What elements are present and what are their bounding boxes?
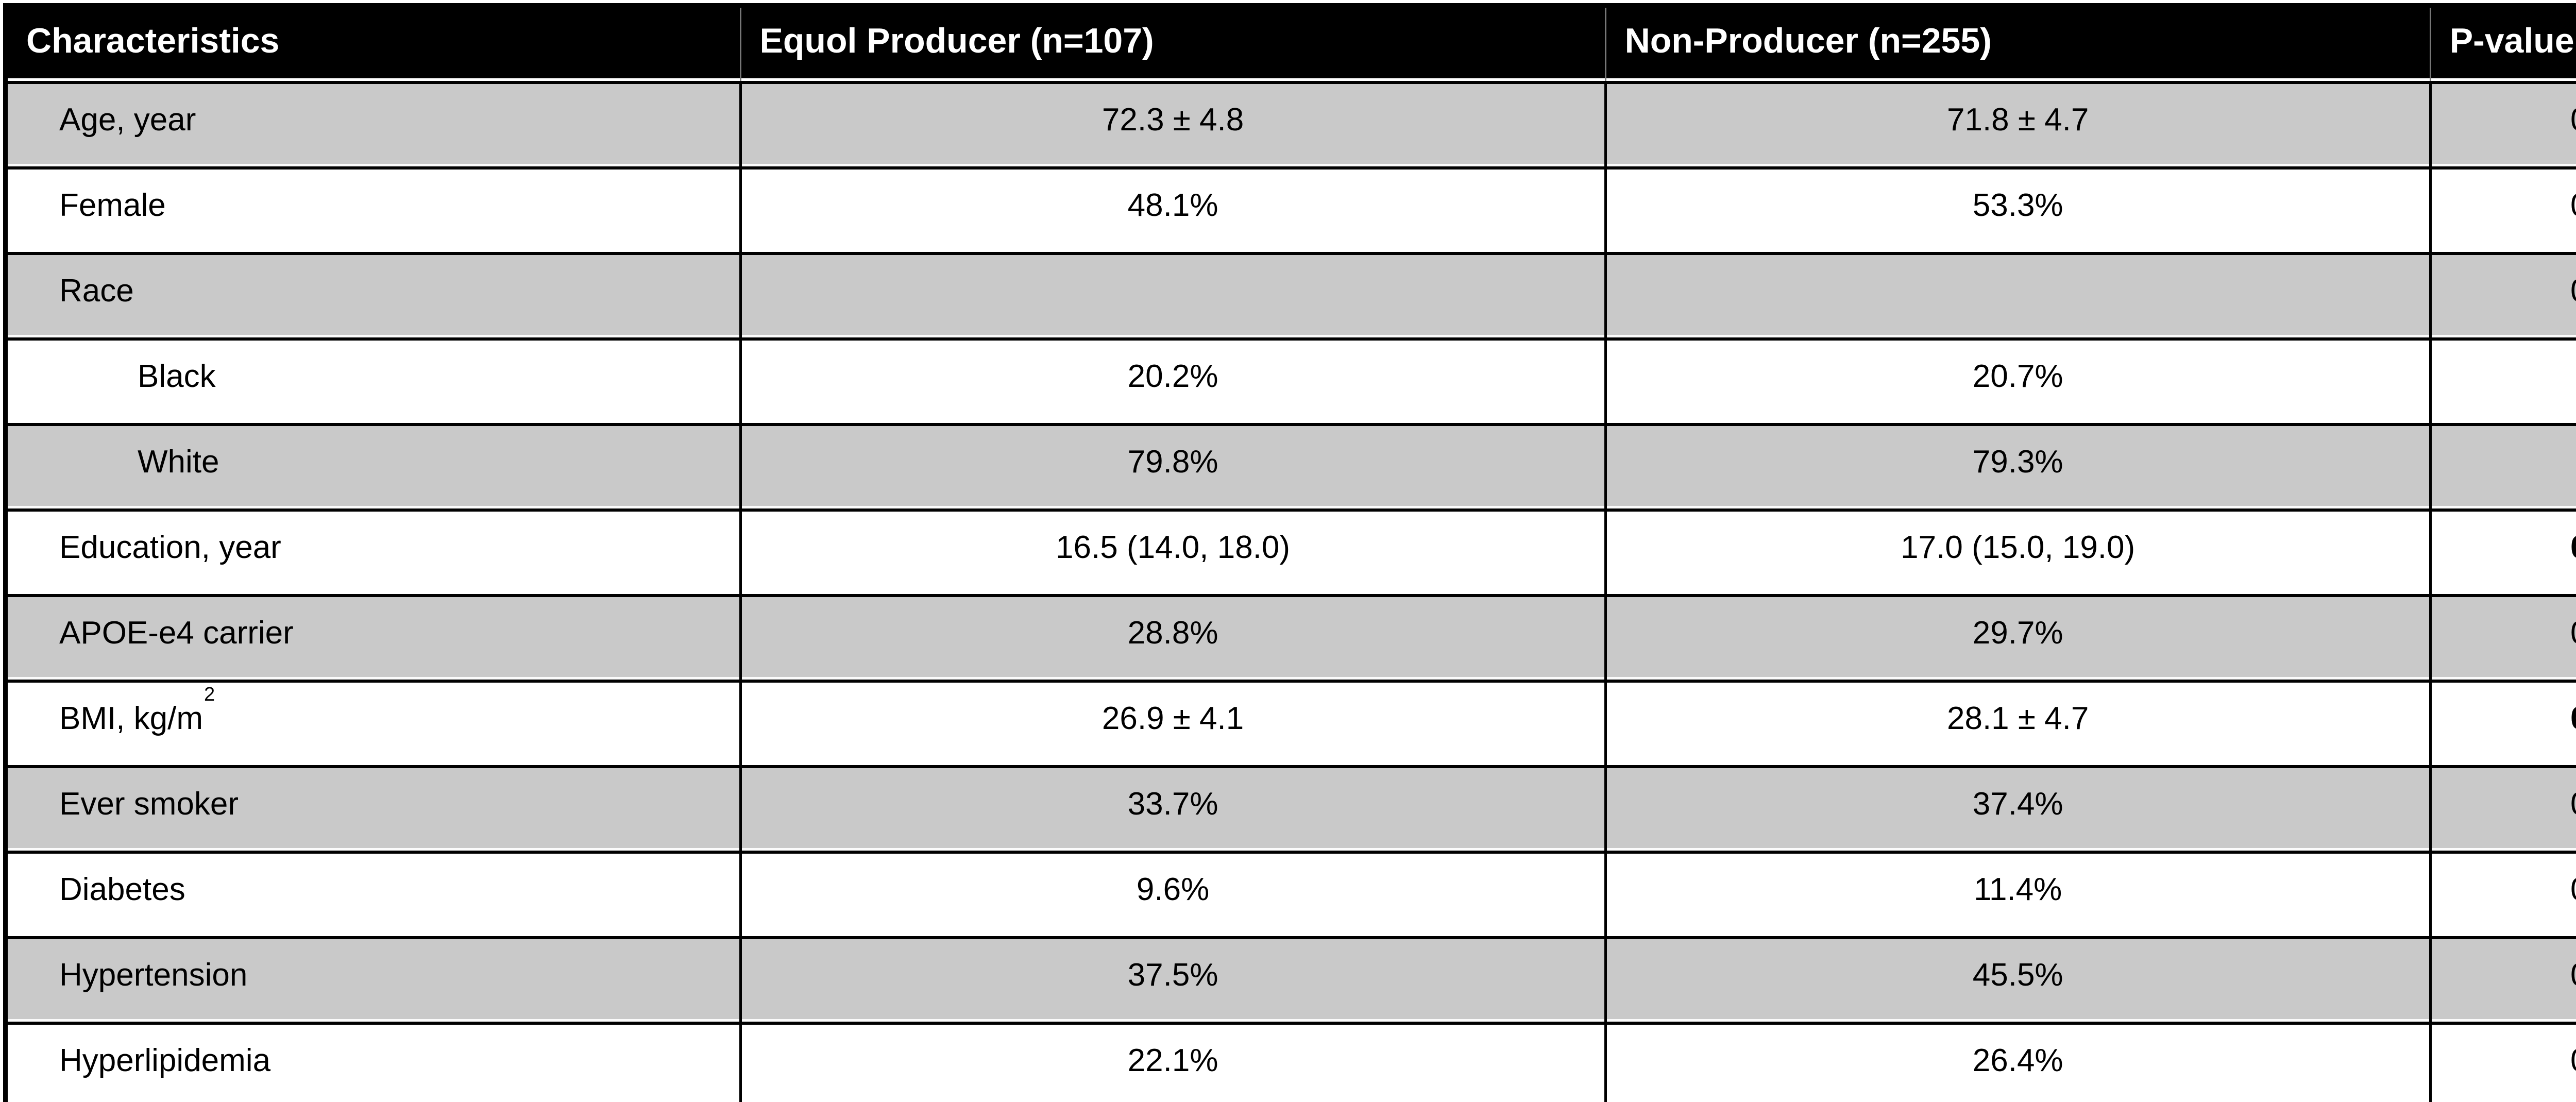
row-label: Age, year	[59, 102, 196, 138]
row-label: Female	[59, 188, 166, 224]
row-label: BMI, kg/m	[59, 701, 204, 737]
table-row: Female 48.1% 53.3% 0.38	[5, 166, 2576, 253]
table-row: Black 20.2% 20.7%	[5, 337, 2576, 425]
table-row: White 79.8% 79.3%	[5, 423, 2576, 510]
equol-value-cell: 37.5%	[739, 936, 1606, 1023]
nonproducer-value-cell: 37.4%	[1604, 765, 2431, 852]
equol-value-cell: 26.9 ± 4.1	[739, 680, 1606, 767]
row-label-cell: APOE-e4 carrier	[5, 594, 741, 681]
table-row: APOE-e4 carrier 28.8% 29.7% 0.88	[5, 594, 2576, 681]
nonproducer-value-cell: 17.0 (15.0, 19.0)	[1604, 508, 2431, 596]
pvalue-cell: 0.88	[2429, 594, 2576, 681]
row-label-cell: BMI, kg/m2	[5, 680, 741, 767]
row-label: Race	[59, 273, 134, 309]
equol-value-cell: 48.1%	[739, 166, 1606, 253]
row-label: Hyperlipidemia	[59, 1043, 271, 1079]
nonproducer-value-cell: 11.4%	[1604, 851, 2431, 938]
row-label-cell: Black	[5, 337, 741, 425]
row-label: White	[138, 444, 219, 480]
row-label-cell: Hypertension	[5, 936, 741, 1023]
table-row: Hypertension 37.5% 45.5% 0.17	[5, 936, 2576, 1023]
row-label: Hypertension	[59, 957, 248, 993]
table-row: Hyperlipidemia 22.1% 26.4% 0.40	[5, 1022, 2576, 1102]
nonproducer-value-cell: 79.3%	[1604, 423, 2431, 510]
header-non-producer: Non-Producer (n=255)	[1604, 5, 2431, 82]
pvalue-cell: 0.17	[2429, 936, 2576, 1023]
row-label-cell: Diabetes	[5, 851, 741, 938]
equol-value-cell: 22.1%	[739, 1022, 1606, 1102]
equol-value-cell: 79.8%	[739, 423, 1606, 510]
pvalue-cell	[2429, 423, 2576, 510]
row-label: Black	[138, 359, 216, 395]
equol-value-cell: 28.8%	[739, 594, 1606, 681]
row-label: Education, year	[59, 530, 281, 566]
row-label-cell: Age, year	[5, 81, 741, 168]
row-label-cell: Race	[5, 252, 741, 339]
nonproducer-value-cell: 28.1 ± 4.7	[1604, 680, 2431, 767]
table-row: Race 0.91	[5, 252, 2576, 339]
table-body: Age, year 72.3 ± 4.8 71.8 ± 4.7 0.35 Fem…	[5, 81, 2576, 1102]
equol-value-cell: 16.5 (14.0, 18.0)	[739, 508, 1606, 596]
equol-value-cell: 72.3 ± 4.8	[739, 81, 1606, 168]
table-row: Age, year 72.3 ± 4.8 71.8 ± 4.7 0.35	[5, 81, 2576, 168]
pvalue-cell: 0.35	[2429, 81, 2576, 168]
header-p-value: P-value	[2429, 5, 2576, 82]
header-equol-producer: Equol Producer (n=107)	[739, 5, 1606, 82]
pvalue-cell: 0.51	[2429, 765, 2576, 852]
nonproducer-value-cell: 45.5%	[1604, 936, 2431, 1023]
pvalue-cell	[2429, 337, 2576, 425]
row-label-cell: Hyperlipidemia	[5, 1022, 741, 1102]
characteristics-table: Characteristics Equol Producer (n=107) N…	[3, 3, 2576, 1102]
nonproducer-value-cell: 29.7%	[1604, 594, 2431, 681]
row-label: Ever smoker	[59, 786, 239, 822]
nonproducer-value-cell	[1604, 252, 2431, 339]
pvalue-cell: 0.38	[2429, 166, 2576, 253]
equol-value-cell: 33.7%	[739, 765, 1606, 852]
pvalue-cell: 0.63	[2429, 851, 2576, 938]
row-label-cell: White	[5, 423, 741, 510]
row-label-cell: Education, year	[5, 508, 741, 596]
header-characteristics: Characteristics	[5, 5, 741, 82]
table-row: Education, year 16.5 (14.0, 18.0) 17.0 (…	[5, 508, 2576, 596]
nonproducer-value-cell: 20.7%	[1604, 337, 2431, 425]
nonproducer-value-cell: 26.4%	[1604, 1022, 2431, 1102]
row-label-superscript: 2	[204, 683, 215, 705]
pvalue-cell: 0.91	[2429, 252, 2576, 339]
row-label: APOE-e4 carrier	[59, 615, 294, 651]
row-label-cell: Female	[5, 166, 741, 253]
equol-value-cell	[739, 252, 1606, 339]
table-row: Diabetes 9.6% 11.4% 0.63	[5, 851, 2576, 938]
row-label: Diabetes	[59, 872, 185, 908]
row-label-cell: Ever smoker	[5, 765, 741, 852]
pvalue-cell: 0.40	[2429, 1022, 2576, 1102]
table-row: Ever smoker 33.7% 37.4% 0.51	[5, 765, 2576, 852]
table-row: BMI, kg/m2 26.9 ± 4.1 28.1 ± 4.7 0.02	[5, 680, 2576, 767]
equol-value-cell: 9.6%	[739, 851, 1606, 938]
pvalue-cell: 0.02	[2429, 680, 2576, 767]
equol-value-cell: 20.2%	[739, 337, 1606, 425]
nonproducer-value-cell: 71.8 ± 4.7	[1604, 81, 2431, 168]
nonproducer-value-cell: 53.3%	[1604, 166, 2431, 253]
pvalue-cell: 0.05	[2429, 508, 2576, 596]
header-row: Characteristics Equol Producer (n=107) N…	[5, 5, 2576, 82]
